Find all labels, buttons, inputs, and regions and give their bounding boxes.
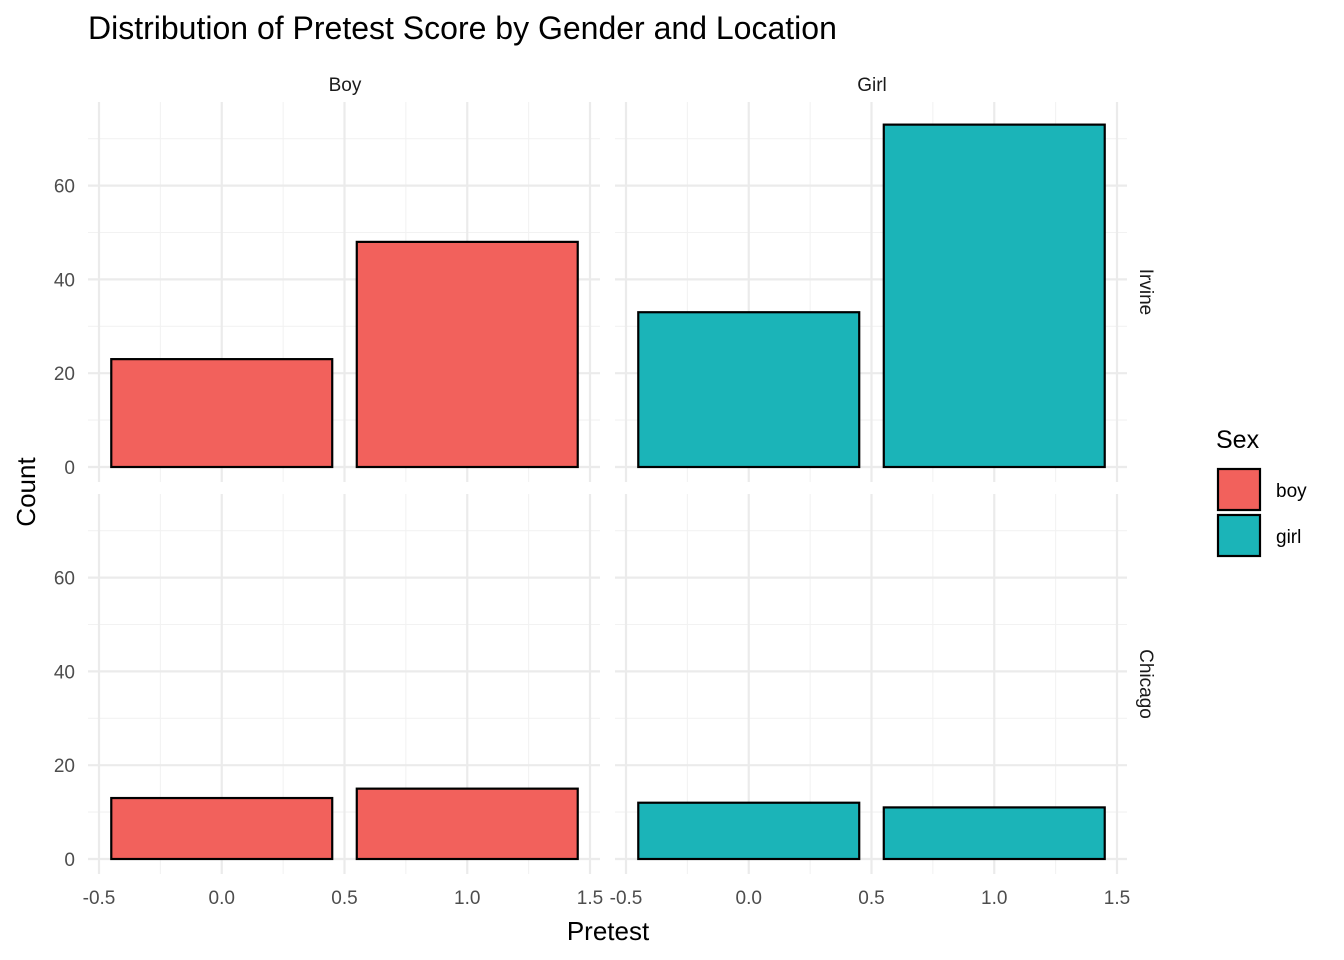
x-axis: -0.5 0.0 0.5 1.0 1.5 -0.5 0.0 0.5 1.0 1.5 — [83, 888, 1131, 909]
facet-strips: Boy Girl Irvine Chicago — [329, 75, 1156, 719]
y-tick-label: 40 — [54, 662, 75, 683]
y-tick-label: 60 — [54, 177, 75, 198]
y-tick-label: 60 — [54, 569, 75, 590]
x-tick-label: 0.5 — [858, 888, 884, 909]
y-axis: 0 20 40 60 0 20 40 60 — [54, 177, 75, 871]
x-tick-label: 1.0 — [454, 888, 480, 909]
y-tick-label: 0 — [64, 458, 75, 479]
facet-strip-row: Irvine — [1135, 269, 1156, 315]
x-tick-label: -0.5 — [83, 888, 116, 909]
y-tick-label: 0 — [64, 850, 75, 871]
x-tick-label: 1.5 — [1104, 888, 1130, 909]
bar-boy-irvine-0 — [110, 358, 334, 469]
legend-label-boy: boy — [1276, 481, 1307, 502]
bar-girl-irvine-1 — [882, 123, 1106, 469]
bar-boy-chicago-0 — [110, 796, 334, 861]
y-tick-label: 40 — [54, 270, 75, 291]
y-tick-label: 20 — [54, 364, 75, 385]
y-axis-title: Count — [11, 457, 41, 527]
bar-boy-chicago-1 — [355, 787, 579, 861]
bar-girl-chicago-1 — [882, 806, 1106, 861]
x-axis-title: Pretest — [567, 916, 650, 946]
bar-girl-chicago-0 — [637, 801, 861, 861]
x-tick-label: 1.5 — [577, 888, 603, 909]
x-tick-label: 0.5 — [331, 888, 357, 909]
legend-title: Sex — [1216, 426, 1260, 454]
bar-girl-irvine-0 — [637, 311, 861, 469]
x-tick-label: 1.0 — [981, 888, 1007, 909]
x-tick-label: 0.0 — [209, 888, 235, 909]
y-tick-label: 20 — [54, 756, 75, 777]
x-tick-label: 0.0 — [736, 888, 762, 909]
facet-strip-column: Boy — [329, 75, 362, 96]
panels-group — [88, 102, 1127, 874]
chart-title: Distribution of Pretest Score by Gender … — [88, 10, 837, 46]
facet-strip-row: Chicago — [1135, 649, 1156, 719]
legend-key-girl — [1216, 513, 1262, 558]
legend-label-girl: girl — [1276, 527, 1301, 548]
facet-strip-column: Girl — [857, 75, 887, 96]
x-tick-label: -0.5 — [610, 888, 643, 909]
legend: Sex boy girl — [1216, 426, 1307, 558]
legend-key-boy — [1216, 467, 1262, 512]
bar-boy-irvine-1 — [355, 240, 579, 469]
